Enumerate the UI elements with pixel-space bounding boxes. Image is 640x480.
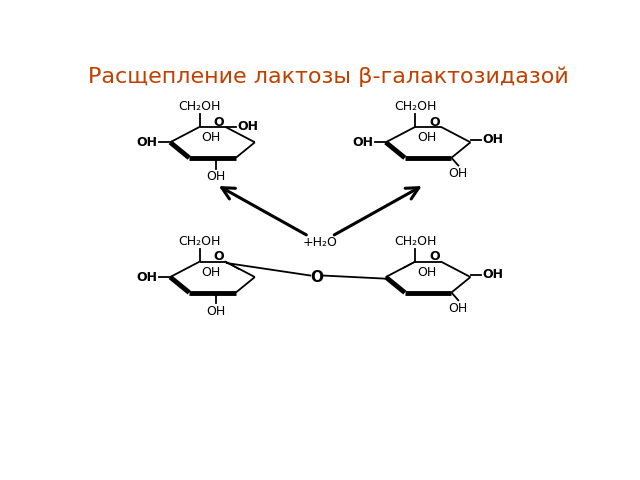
Text: OH: OH: [417, 266, 436, 279]
Text: OH: OH: [483, 133, 504, 146]
Text: OH: OH: [137, 271, 158, 284]
Text: O: O: [429, 116, 440, 129]
Text: OH: OH: [202, 131, 221, 144]
Text: OH: OH: [448, 167, 467, 180]
Text: Расщепление лактозы β-галактозидазой: Расщепление лактозы β-галактозидазой: [88, 67, 568, 87]
Text: O: O: [213, 251, 224, 264]
Text: O: O: [310, 270, 323, 285]
Text: OH: OH: [206, 305, 225, 318]
Text: OH: OH: [137, 136, 158, 149]
Text: CH₂OH: CH₂OH: [179, 100, 221, 113]
Text: OH: OH: [237, 120, 259, 133]
Text: OH: OH: [448, 302, 467, 315]
Text: OH: OH: [202, 266, 221, 279]
Text: CH₂OH: CH₂OH: [394, 235, 436, 248]
Text: +H₂O: +H₂O: [303, 236, 338, 249]
Text: CH₂OH: CH₂OH: [179, 235, 221, 248]
Text: OH: OH: [483, 268, 504, 281]
Text: O: O: [429, 251, 440, 264]
Text: OH: OH: [353, 136, 373, 149]
Text: O: O: [213, 116, 224, 129]
Text: CH₂OH: CH₂OH: [394, 100, 436, 113]
Text: OH: OH: [206, 170, 225, 183]
Text: OH: OH: [417, 131, 436, 144]
